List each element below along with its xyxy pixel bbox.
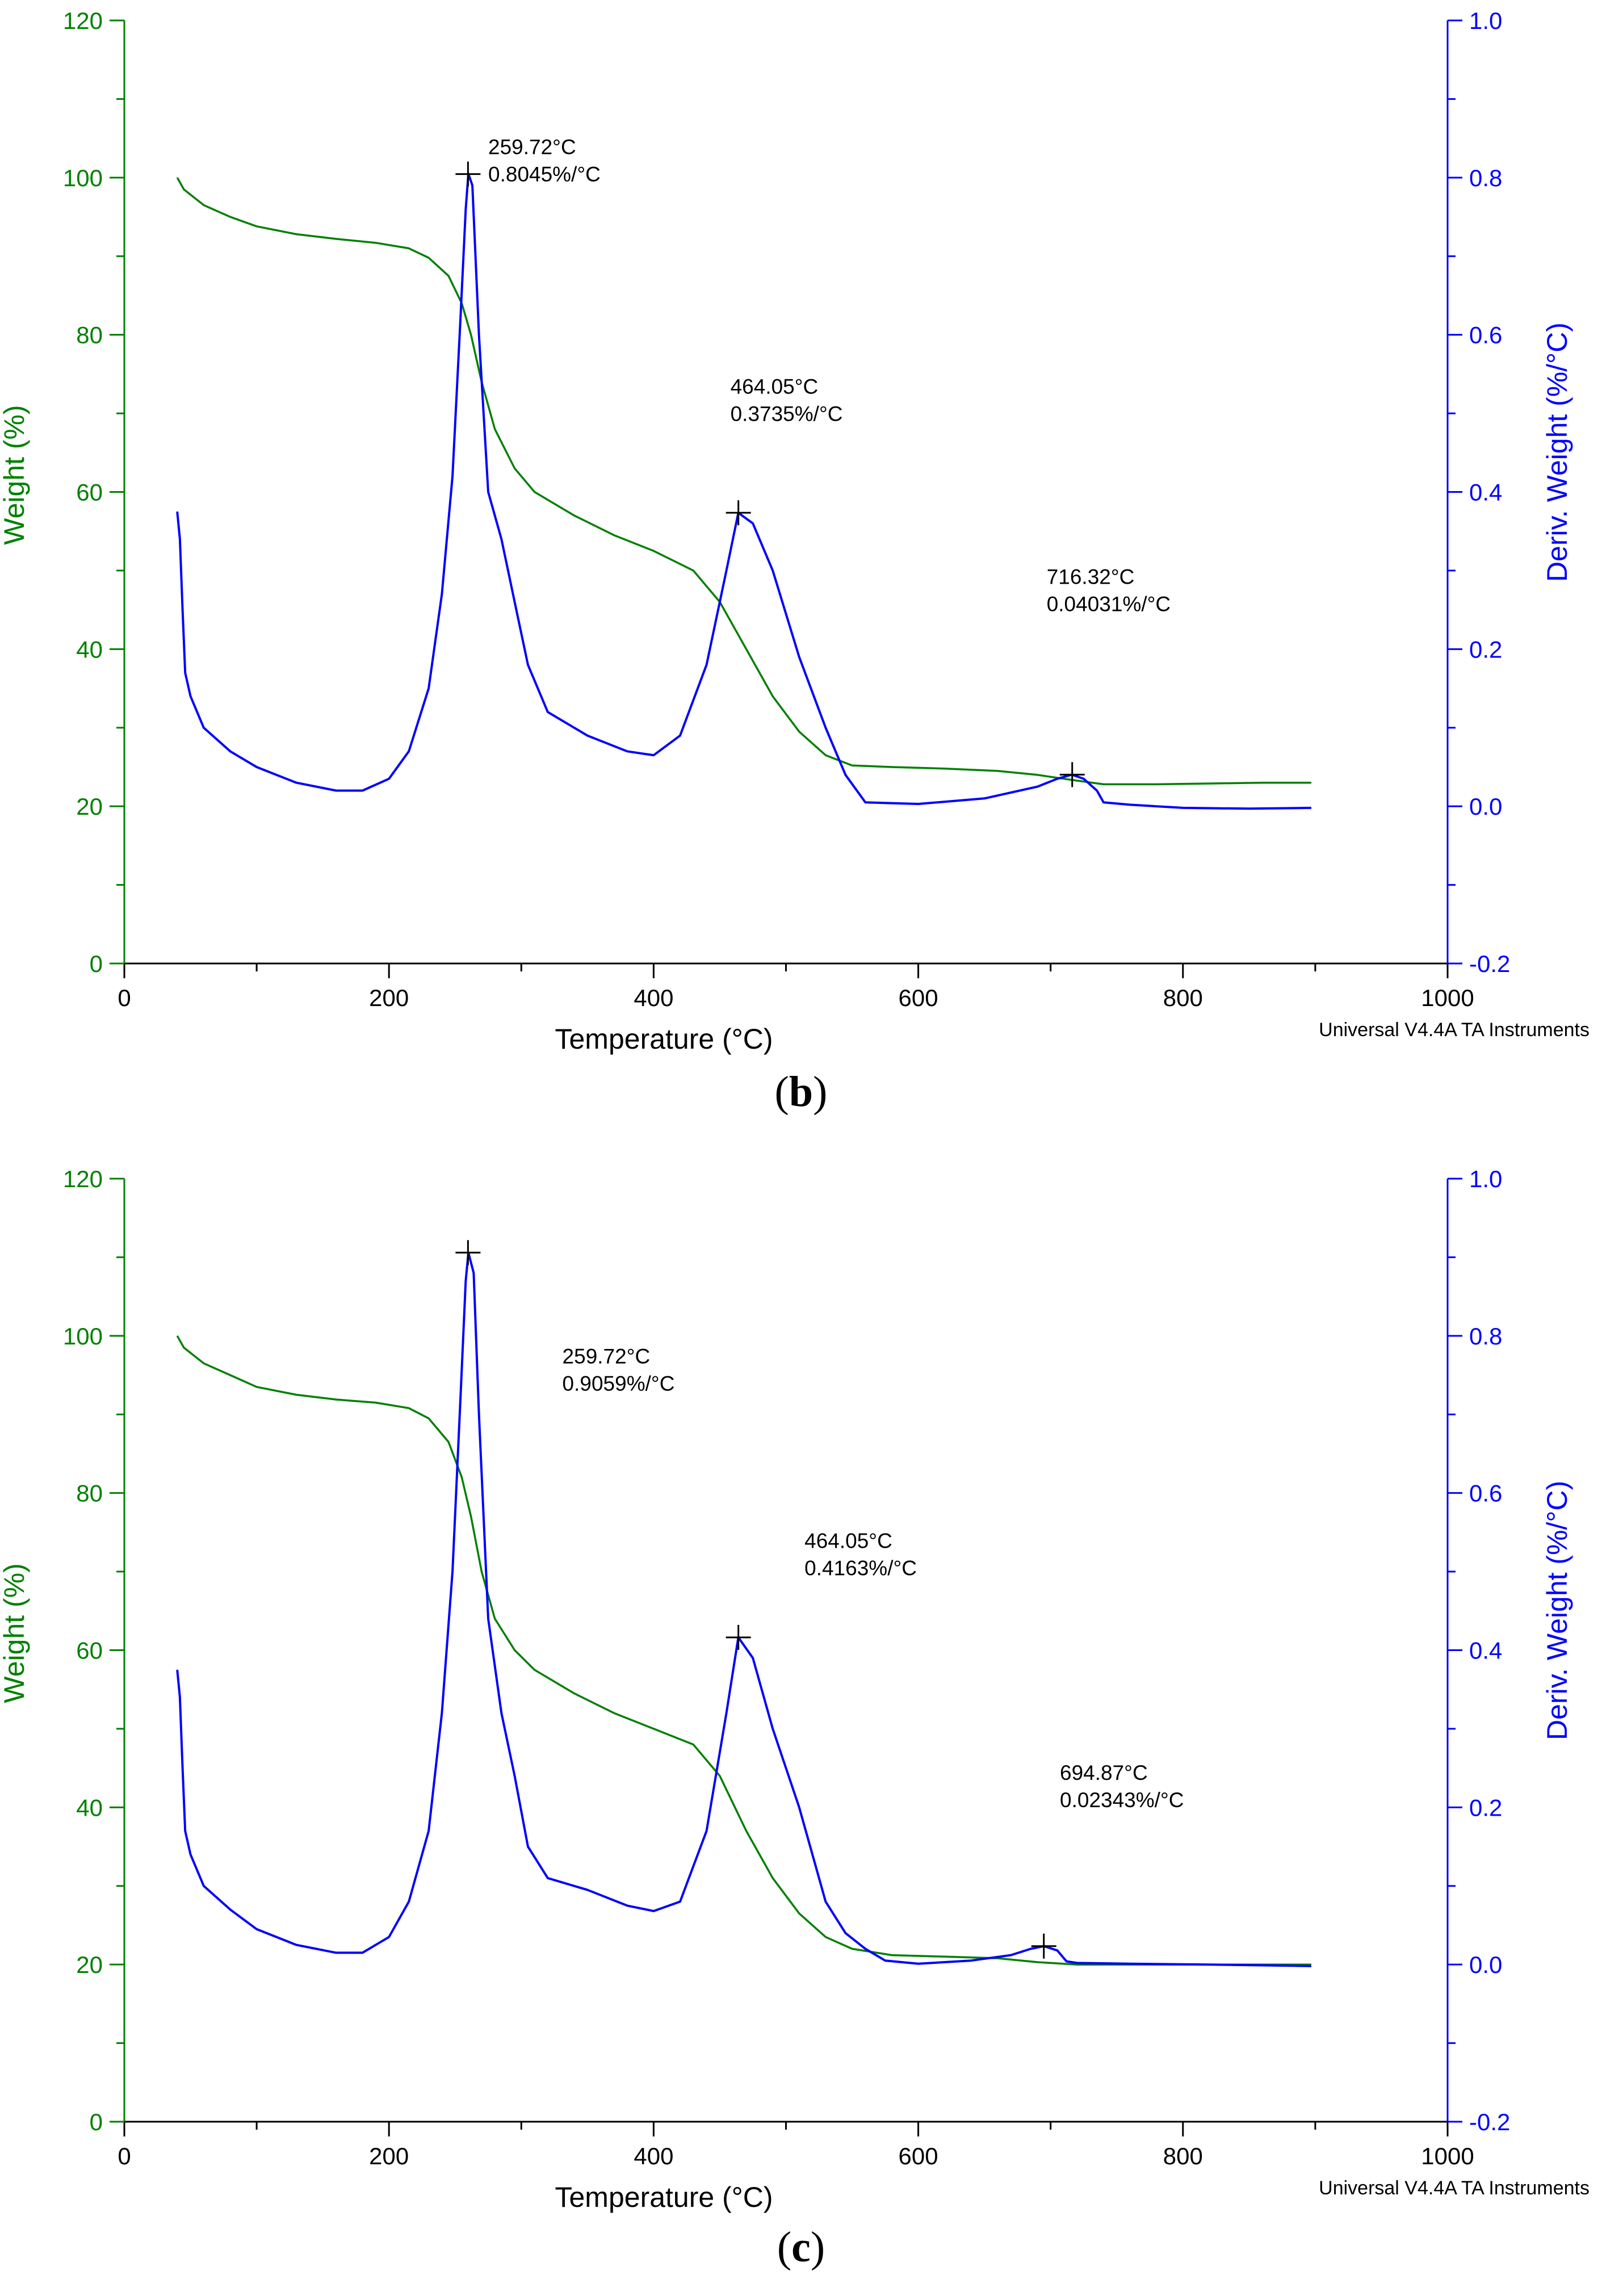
c0-peak-temp-label: 464.05°C	[731, 375, 819, 398]
caption-c: (c)	[777, 2223, 825, 2271]
c1-peak-temp-label: 464.05°C	[804, 1530, 892, 1553]
c0-y2-tick-label: 1.0	[1469, 7, 1502, 34]
c1-peak-temp-label: 259.72°C	[563, 1344, 651, 1368]
c1-y2-axis-label: Deriv. Weight (%/°C)	[1541, 1481, 1573, 1740]
c0-y2-tick-label: 0.8	[1469, 165, 1502, 191]
c1-y2-tick-label: -0.2	[1469, 2109, 1510, 2135]
c1-y2-tick-label: 0.8	[1469, 1323, 1502, 1350]
c0-y-tick-label: 0	[90, 950, 103, 977]
c0-y2-tick-label: 0.0	[1469, 793, 1502, 820]
c1-y-tick-label: 120	[63, 1166, 103, 1192]
c1-y-tick-label: 100	[63, 1323, 103, 1350]
c1-y-tick-label: 0	[90, 2109, 103, 2135]
c1-weight-line	[176, 1335, 1311, 1966]
c0-deriv-weight-line	[176, 172, 1311, 810]
c0-y-tick-label: 40	[76, 636, 103, 663]
c0-peak-rate-label: 0.8045%/°C	[488, 162, 601, 186]
c0-x-tick-label: 600	[899, 984, 938, 1011]
c0-y-tick-label: 100	[63, 165, 103, 191]
c0-x-tick-label: 400	[634, 984, 673, 1011]
c1-y-tick-label: 40	[76, 1794, 103, 1821]
c1-x-tick-label: 1000	[1421, 2143, 1474, 2169]
c0-peak-temp-label: 716.32°C	[1047, 565, 1135, 588]
c1-x-axis-label: Temperature (°C)	[555, 2181, 773, 2213]
tga-chart-b: 0 200 400 600 800 1000 0 20 40 60 80 100 120 -0.2 0.0 0…	[0, 7, 1590, 1055]
c0-y-tick-label: 120	[63, 7, 103, 34]
c0-y2-tick-label: 0.4	[1469, 479, 1502, 506]
c0-x-tick-label: 200	[369, 984, 409, 1011]
c0-y-tick-label: 60	[76, 479, 103, 506]
c1-y-tick-label: 80	[76, 1480, 103, 1507]
c0-peak-rate-label: 0.3735%/°C	[731, 402, 843, 425]
c1-y2-tick-label: 0.6	[1469, 1480, 1502, 1507]
c1-x-tick-label: 600	[899, 2143, 938, 2169]
c0-x-tick-label: 1000	[1421, 984, 1474, 1011]
c1-y-tick-label: 20	[76, 1951, 103, 1978]
c1-y-tick-label: 60	[76, 1637, 103, 1664]
c1-y-axis-label: Weight (%)	[0, 1563, 30, 1703]
c1-y2-tick-label: 0.2	[1469, 1794, 1502, 1821]
chart-panel-b: 0 200 400 600 800 1000 0 20 40 60 80 100 120 -0.2 0.0 0…	[0, 0, 1602, 1141]
chart-panel-c: 0 200 400 600 800 1000 0 20 40 60 80 100 120 -0.2 0.0 0…	[0, 1158, 1602, 2296]
c1-x-tick-label: 800	[1163, 2143, 1203, 2169]
c1-footer-text: Universal V4.4A TA Instruments	[1319, 2177, 1590, 2199]
caption-b: (b)	[774, 1068, 828, 1116]
c0-y2-axis-label: Deriv. Weight (%/°C)	[1541, 322, 1573, 582]
c0-peak-temp-label: 259.72°C	[488, 135, 576, 158]
c1-peak-temp-label: 694.87°C	[1060, 1761, 1148, 1784]
c1-x-tick-label: 400	[634, 2143, 673, 2169]
c0-y-tick-label: 80	[76, 322, 103, 349]
c0-y-tick-label: 20	[76, 793, 103, 820]
c0-x-axis-label: Temperature (°C)	[555, 1023, 773, 1055]
c0-x-tick-label: 0	[118, 984, 131, 1011]
c0-y2-tick-label: -0.2	[1469, 950, 1510, 977]
tga-chart-c: 0 200 400 600 800 1000 0 20 40 60 80 100 120 -0.2 0.0 0…	[0, 1166, 1590, 2213]
c0-footer-text: Universal V4.4A TA Instruments	[1319, 1019, 1590, 1041]
c1-x-tick-label: 0	[118, 2143, 131, 2169]
c0-weight-line	[176, 177, 1311, 786]
c1-y2-tick-label: 0.4	[1469, 1637, 1502, 1664]
c0-y-axis-label: Weight (%)	[0, 405, 30, 544]
c0-y2-tick-label: 0.6	[1469, 322, 1502, 349]
c1-x-tick-label: 200	[369, 2143, 409, 2169]
c1-deriv-weight-line	[176, 1251, 1311, 1967]
c0-peak-rate-label: 0.04031%/°C	[1047, 592, 1171, 615]
c1-peak-rate-label: 0.02343%/°C	[1060, 1788, 1184, 1812]
c1-y2-tick-label: 1.0	[1469, 1166, 1502, 1192]
c1-y2-tick-label: 0.0	[1469, 1951, 1502, 1978]
c0-y2-tick-label: 0.2	[1469, 636, 1502, 663]
c0-x-tick-label: 800	[1163, 984, 1203, 1011]
c1-peak-rate-label: 0.9059%/°C	[563, 1372, 675, 1395]
c1-peak-rate-label: 0.4163%/°C	[804, 1557, 917, 1580]
